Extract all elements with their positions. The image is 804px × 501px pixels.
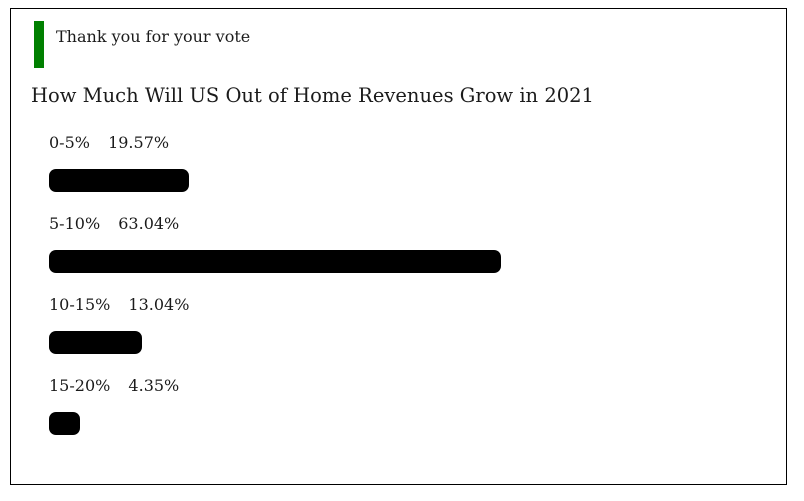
result-labels: 0-5% 19.57% <box>49 133 766 153</box>
poll-result-row: 5-10% 63.04% <box>49 214 766 273</box>
answer-label: 0-5% <box>49 133 90 152</box>
answer-label: 15-20% <box>49 376 111 395</box>
poll-result-row: 15-20% 4.35% <box>49 376 766 435</box>
confirmation-text: Thank you for your vote <box>56 27 251 46</box>
result-labels: 10-15% 13.04% <box>49 295 766 315</box>
result-bar <box>49 412 80 435</box>
answer-percentage: 19.57% <box>108 133 170 152</box>
confirmation-accent-bar <box>34 21 44 68</box>
answer-label: 10-15% <box>49 295 111 314</box>
poll-result-row: 0-5% 19.57% <box>49 133 766 192</box>
poll-result-row: 10-15% 13.04% <box>49 295 766 354</box>
poll-question: How Much Will US Out of Home Revenues Gr… <box>31 84 594 107</box>
result-labels: 15-20% 4.35% <box>49 376 766 396</box>
answer-percentage: 4.35% <box>128 376 180 395</box>
result-labels: 5-10% 63.04% <box>49 214 766 234</box>
answer-label: 5-10% <box>49 214 101 233</box>
result-bar <box>49 331 142 354</box>
answer-percentage: 13.04% <box>128 295 190 314</box>
poll-widget: Thank you for your vote How Much Will US… <box>10 8 787 485</box>
answer-percentage: 63.04% <box>118 214 180 233</box>
poll-results-list: 0-5% 19.57% 5-10% 63.04% 10-15% 13.04% <box>49 133 766 457</box>
result-bar <box>49 169 189 192</box>
vote-confirmation: Thank you for your vote <box>34 21 250 68</box>
result-bar <box>49 250 501 273</box>
